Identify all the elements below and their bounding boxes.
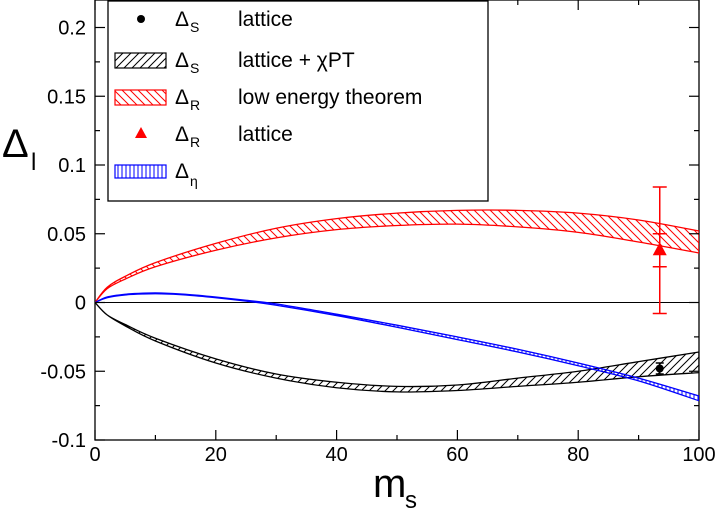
axis-ticks (94, 0, 700, 441)
legend-item-delta-eta: Δ η (114, 160, 198, 189)
legend-symbol: Δ (175, 49, 189, 72)
y-tick-label-0.2: 0.2 (58, 18, 86, 40)
legend-label: lattice (238, 8, 293, 31)
legend-swatch-black-hatch (114, 52, 167, 69)
x-tick-labels: 0 20 40 60 80 100 (89, 444, 715, 466)
legend-label: lattice + χPT (238, 49, 355, 72)
marker-triangle-r-lattice (652, 242, 667, 256)
legend-item-delta-s-lattice: Δ S lattice (137, 8, 293, 35)
legend-symbol: Δ (175, 123, 189, 146)
legend-item-delta-r-lattice: Δ R lattice (135, 123, 293, 150)
band-delta-r-let (95, 209, 699, 303)
x-tick-label-40: 40 (325, 444, 347, 466)
y-tick-label-m0.1: -0.1 (52, 430, 86, 452)
band-delta-eta (95, 292, 699, 402)
legend-swatch-blue-hatch (114, 164, 167, 179)
legend-item-delta-s-chipt: Δ S lattice + χPT (114, 49, 355, 76)
y-axis-title-sub: l (31, 149, 36, 176)
y-tick-label-0.15: 0.15 (47, 86, 86, 108)
y-tick-label-0: 0 (75, 293, 86, 315)
legend-symbol: Δ (175, 160, 189, 183)
y-tick-label-0.05: 0.05 (47, 224, 86, 246)
legend-symbol: Δ (175, 8, 189, 31)
legend-label: lattice (238, 123, 293, 146)
x-axis-title: m s (373, 462, 417, 513)
y-axis-title: Δ l (2, 122, 36, 176)
band-delta-s-chipt (95, 302, 699, 393)
legend-swatch-red-hatch (114, 89, 167, 106)
x-tick-label-0: 0 (89, 444, 100, 466)
marker-circle-s-lattice (655, 364, 664, 373)
legend: Δ S lattice Δ S lattice + χPT Δ R low en… (107, 0, 489, 202)
legend-sub: R (190, 97, 200, 113)
x-axis-title-sub: s (405, 487, 417, 513)
x-tick-label-60: 60 (446, 444, 468, 466)
legend-sub: S (190, 19, 199, 35)
x-tick-label-20: 20 (205, 444, 227, 466)
legend-symbol: Δ (175, 86, 189, 109)
x-tick-label-100: 100 (682, 444, 715, 466)
legend-label: low energy theorem (238, 86, 422, 109)
y-tick-label-m0.05: -0.05 (40, 361, 86, 383)
y-axis-title-main: Δ (2, 122, 29, 166)
legend-item-delta-r-let: Δ R low energy theorem (114, 86, 422, 113)
x-axis-title-main: m (373, 462, 406, 506)
point-delta-r-lattice (652, 186, 667, 315)
legend-triangle-marker (135, 127, 147, 138)
legend-sub: S (190, 60, 199, 76)
x-tick-label-80: 80 (567, 444, 589, 466)
legend-sub: η (190, 173, 198, 189)
y-tick-label-0.1: 0.1 (58, 155, 86, 177)
y-tick-labels: -0.1 -0.05 0 0.05 0.1 0.15 0.2 (40, 18, 86, 453)
legend-box (107, 0, 489, 202)
legend-circle-marker (137, 15, 145, 23)
point-delta-s-lattice (655, 362, 664, 375)
legend-sub: R (190, 134, 200, 150)
